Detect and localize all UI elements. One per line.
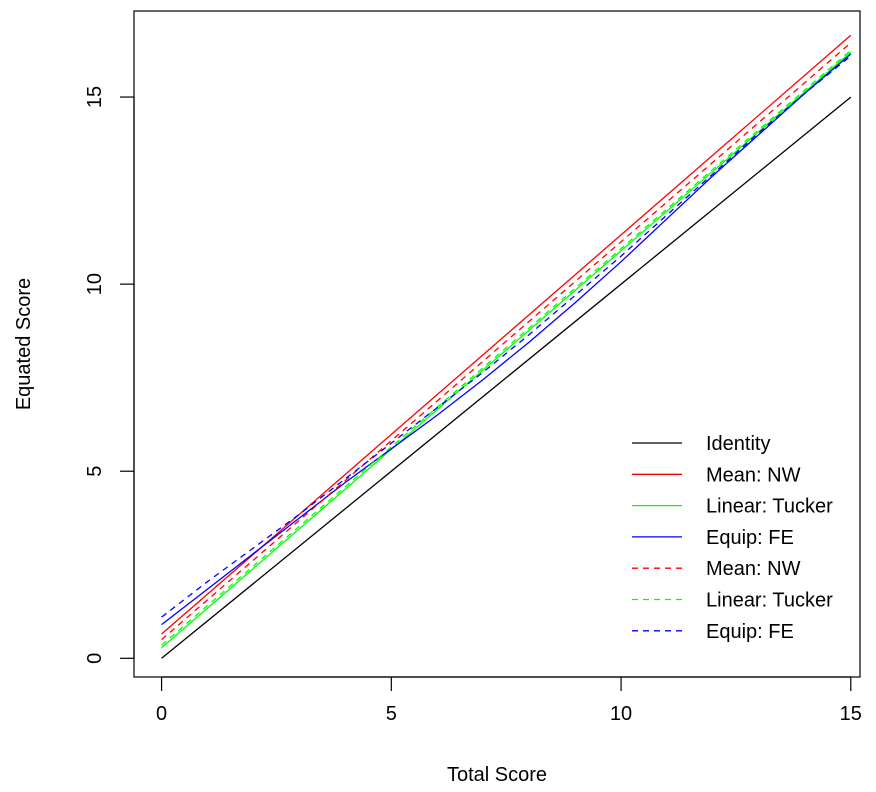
x-axis: 0 5 10 15 <box>156 676 862 725</box>
legend-label: Equip: FE <box>706 621 794 643</box>
series-line-5 <box>161 49 852 646</box>
legend-label: Mean: NW <box>706 558 801 580</box>
legend-label: Mean: NW <box>706 464 801 486</box>
x-tick-label: 0 <box>156 703 167 725</box>
y-tick-label: 5 <box>84 466 106 477</box>
legend-label: Linear: Tucker <box>706 590 833 612</box>
series-line-1 <box>161 34 852 635</box>
x-tick-label: 5 <box>386 703 397 725</box>
series-line-2 <box>161 51 852 649</box>
y-axis: 0 5 10 15 <box>84 86 135 664</box>
series-line-4 <box>161 42 852 641</box>
legend-label: Linear: Tucker <box>706 496 833 518</box>
legend-label: Equip: FE <box>706 527 794 549</box>
y-tick-label: 10 <box>84 273 106 295</box>
series-line-6 <box>161 55 852 618</box>
y-tick-label: 15 <box>84 86 106 108</box>
series-line-3 <box>161 53 852 626</box>
x-tick-label: 15 <box>840 703 862 725</box>
y-tick-label: 0 <box>84 653 106 664</box>
legend-label: Identity <box>706 433 770 455</box>
legend: Identity Mean: NW Linear: Tucker Equip: FE M… <box>632 433 833 643</box>
series-layer <box>161 34 852 659</box>
x-tick-label: 10 <box>610 703 632 725</box>
y-axis-label: Equated Score <box>13 278 35 410</box>
x-axis-label: Total Score <box>447 764 547 786</box>
series-line-0 <box>161 96 852 659</box>
